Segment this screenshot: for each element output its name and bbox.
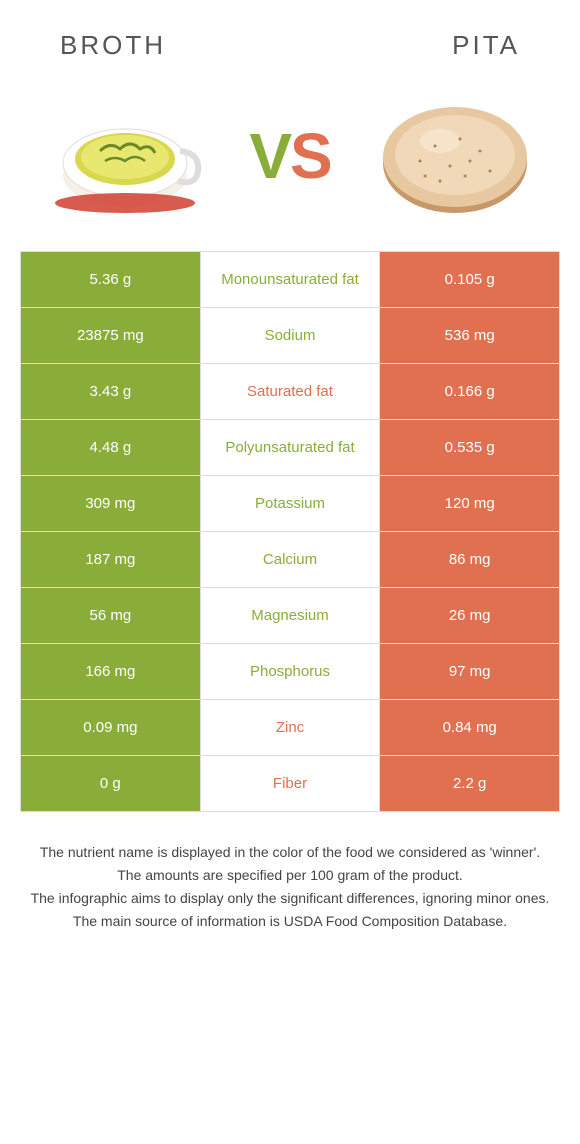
cell-right-value: 536 mg bbox=[380, 308, 559, 363]
cell-nutrient-label: Sodium bbox=[201, 308, 381, 363]
cell-left-value: 187 mg bbox=[21, 532, 201, 587]
cell-right-value: 0.535 g bbox=[380, 420, 559, 475]
cell-nutrient-label: Monounsaturated fat bbox=[201, 252, 381, 307]
cell-left-value: 0.09 mg bbox=[21, 700, 201, 755]
table-row: 4.48 gPolyunsaturated fat0.535 g bbox=[21, 419, 559, 475]
cell-right-value: 0.105 g bbox=[380, 252, 559, 307]
cell-right-value: 2.2 g bbox=[380, 756, 559, 811]
table-row: 187 mgCalcium86 mg bbox=[21, 531, 559, 587]
table-row: 309 mgPotassium120 mg bbox=[21, 475, 559, 531]
footer-line-1: The nutrient name is displayed in the co… bbox=[30, 842, 550, 863]
table-row: 0 gFiber2.2 g bbox=[21, 755, 559, 811]
footer-line-2: The amounts are specified per 100 gram o… bbox=[30, 865, 550, 886]
cell-left-value: 0 g bbox=[21, 756, 201, 811]
cell-nutrient-label: Calcium bbox=[201, 532, 381, 587]
footer-line-4: The main source of information is USDA F… bbox=[30, 911, 550, 932]
broth-image bbox=[40, 91, 210, 221]
table-row: 3.43 gSaturated fat0.166 g bbox=[21, 363, 559, 419]
title-row: BROTH PITA bbox=[20, 20, 560, 81]
cell-left-value: 4.48 g bbox=[21, 420, 201, 475]
cell-nutrient-label: Fiber bbox=[201, 756, 381, 811]
broth-icon bbox=[40, 91, 210, 221]
vs-label: VS bbox=[249, 119, 330, 193]
cell-nutrient-label: Phosphorus bbox=[201, 644, 381, 699]
cell-left-value: 166 mg bbox=[21, 644, 201, 699]
cell-left-value: 3.43 g bbox=[21, 364, 201, 419]
table-row: 166 mgPhosphorus97 mg bbox=[21, 643, 559, 699]
cell-left-value: 56 mg bbox=[21, 588, 201, 643]
cell-nutrient-label: Magnesium bbox=[201, 588, 381, 643]
cell-nutrient-label: Saturated fat bbox=[201, 364, 381, 419]
title-right: PITA bbox=[452, 30, 520, 61]
title-left: BROTH bbox=[60, 30, 166, 61]
pita-icon bbox=[370, 91, 540, 221]
vs-v: V bbox=[249, 120, 290, 192]
vs-s: S bbox=[290, 120, 331, 192]
table-row: 23875 mgSodium536 mg bbox=[21, 307, 559, 363]
cell-right-value: 120 mg bbox=[380, 476, 559, 531]
hero-row: VS bbox=[20, 81, 560, 251]
cell-right-value: 0.166 g bbox=[380, 364, 559, 419]
footer-line-3: The infographic aims to display only the… bbox=[30, 888, 550, 909]
cell-left-value: 23875 mg bbox=[21, 308, 201, 363]
cell-right-value: 26 mg bbox=[380, 588, 559, 643]
cell-nutrient-label: Polyunsaturated fat bbox=[201, 420, 381, 475]
cell-right-value: 0.84 mg bbox=[380, 700, 559, 755]
pita-image bbox=[370, 91, 540, 221]
cell-right-value: 97 mg bbox=[380, 644, 559, 699]
footer-notes: The nutrient name is displayed in the co… bbox=[20, 842, 560, 932]
cell-right-value: 86 mg bbox=[380, 532, 559, 587]
table-row: 5.36 gMonounsaturated fat0.105 g bbox=[21, 251, 559, 307]
table-row: 56 mgMagnesium26 mg bbox=[21, 587, 559, 643]
nutrient-table: 5.36 gMonounsaturated fat0.105 g23875 mg… bbox=[20, 251, 560, 812]
cell-left-value: 5.36 g bbox=[21, 252, 201, 307]
cell-left-value: 309 mg bbox=[21, 476, 201, 531]
cell-nutrient-label: Potassium bbox=[201, 476, 381, 531]
cell-nutrient-label: Zinc bbox=[201, 700, 381, 755]
table-row: 0.09 mgZinc0.84 mg bbox=[21, 699, 559, 755]
